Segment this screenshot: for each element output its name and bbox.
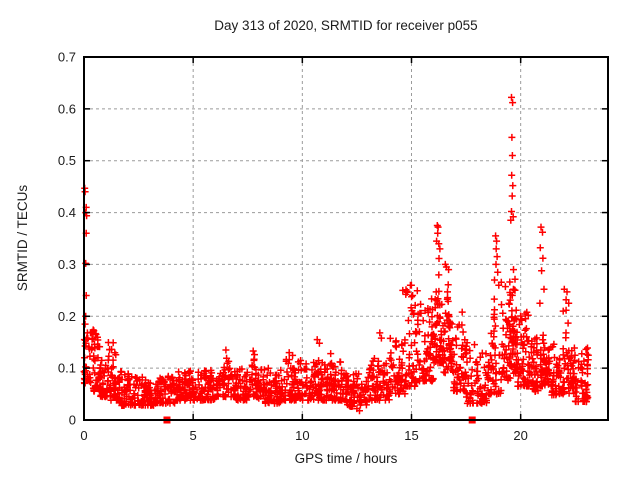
y-tick-label: 0.5 — [58, 153, 76, 168]
y-tick-label: 0.6 — [58, 101, 76, 116]
x-tick-label: 15 — [404, 428, 418, 443]
y-tick-label: 0.1 — [58, 361, 76, 376]
x-tick-label: 5 — [190, 428, 197, 443]
plot-border — [83, 56, 609, 421]
x-tick-label: 10 — [295, 428, 309, 443]
tick-labels: 0 5 10 15 20 0 0.1 0.2 0.3 0.4 0.5 0.6 0.7 — [58, 50, 528, 444]
y-tick-label: 0.4 — [58, 205, 76, 220]
y-tick-label: 0 — [69, 413, 76, 428]
y-axis-label: SRMTID / TECUs — [15, 185, 30, 292]
chart-title: Day 313 of 2020, SRMTID for receiver p05… — [214, 18, 477, 33]
y-tick-label: 0.2 — [58, 309, 76, 324]
x-axis-label: GPS time / hours — [295, 451, 398, 466]
x-tick-label: 20 — [513, 428, 527, 443]
scatter-points — [80, 93, 592, 415]
y-tick-label: 0.3 — [58, 257, 76, 272]
x-tick-label: 0 — [80, 428, 87, 443]
y-tick-label: 0.7 — [58, 50, 76, 65]
